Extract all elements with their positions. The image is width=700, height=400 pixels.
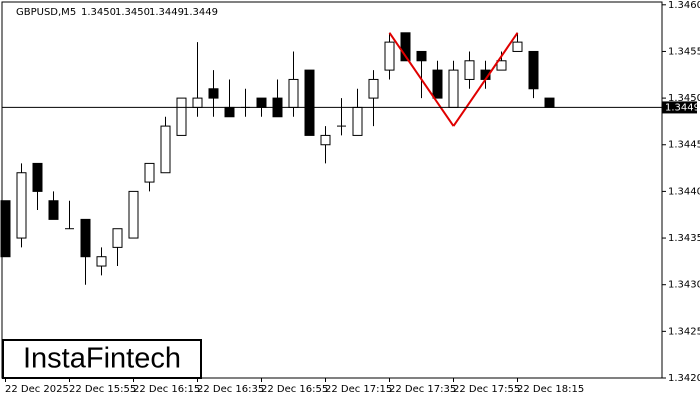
candle-body (432, 69, 443, 99)
header-open: 1.3450 (81, 7, 116, 18)
candle-body (416, 50, 427, 62)
x-tick-label: 22 Dec 18:15 (517, 384, 584, 395)
y-tick-label: 1.3450 (668, 93, 700, 104)
candle-body (192, 97, 203, 108)
plot-frame (1, 1, 663, 379)
y-tick-label: 1.3430 (668, 280, 700, 291)
x-tick-label: 22 Dec 2025 (5, 384, 69, 395)
candle-body (32, 162, 43, 192)
candle-body (144, 162, 155, 183)
x-tick-label: 22 Dec 17:35 (389, 384, 456, 395)
x-tick-label: 22 Dec 15:55 (69, 384, 136, 395)
candle-body (352, 106, 363, 136)
current-price-label: 1.3449 (665, 102, 700, 113)
candle-body (384, 41, 395, 71)
candle-body (368, 78, 379, 99)
symbol: GBPUSD,M5 (16, 7, 76, 18)
header-low: 1.3449 (149, 7, 184, 18)
candle-body (160, 125, 171, 174)
candle-body (96, 256, 107, 267)
candle-body (448, 69, 459, 108)
y-tick-label: 1.3435 (668, 233, 700, 244)
candle-body (288, 78, 299, 108)
header-close: 1.3449 (183, 7, 218, 18)
candle-body (16, 172, 27, 239)
x-tick-label: 22 Dec 17:15 (325, 384, 392, 395)
watermark-box (2, 339, 202, 379)
candle-body (128, 190, 139, 239)
candle-body (80, 218, 91, 258)
candle-body (528, 50, 539, 90)
candle-body (112, 228, 123, 248)
header-high: 1.3450 (115, 7, 150, 18)
pattern-line (452, 32, 519, 127)
candle-body (0, 200, 11, 258)
y-tick-label: 1.3460 (668, 0, 700, 11)
candle-body (304, 69, 315, 136)
x-tick-label: 22 Dec 17:55 (453, 384, 520, 395)
current-price-box (662, 101, 697, 114)
candle-body (512, 41, 523, 52)
candle-body (48, 200, 59, 220)
candle-body (496, 60, 507, 71)
candle-body (176, 97, 187, 136)
candle-body (256, 97, 267, 108)
x-tick-label: 22 Dec 16:55 (261, 384, 328, 395)
y-tick-label: 1.3440 (668, 186, 700, 197)
y-tick-label: 1.3425 (668, 326, 700, 337)
y-tick-label: 1.3455 (668, 46, 700, 57)
candle-body (224, 106, 235, 118)
candle-body (400, 32, 411, 62)
y-tick-label: 1.3445 (668, 140, 700, 151)
x-tick-label: 22 Dec 16:15 (133, 384, 200, 395)
candle-body (208, 88, 219, 99)
watermark: InstaFintech (23, 343, 181, 375)
candle-body (544, 97, 555, 108)
candle-body (320, 134, 331, 146)
y-tick-label: 1.3420 (668, 373, 700, 384)
candle-body (464, 60, 475, 80)
x-tick-label: 22 Dec 16:35 (197, 384, 264, 395)
pattern-line (388, 32, 455, 127)
